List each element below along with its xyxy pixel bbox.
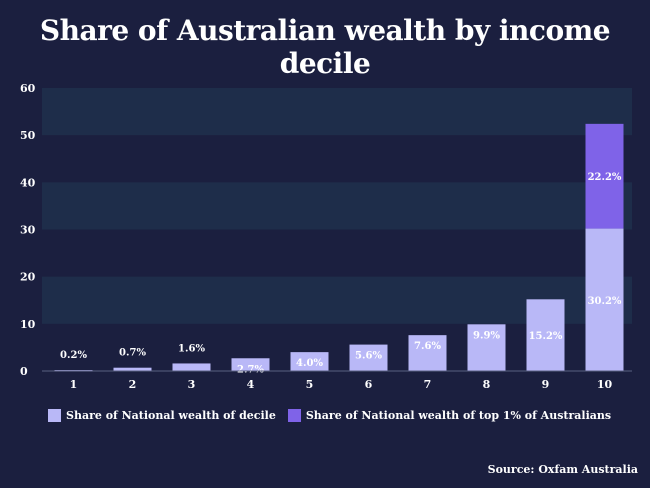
bars	[54, 123, 624, 372]
source-note: Source: Oxfam Australia	[487, 463, 638, 476]
bar-label: 15.2%	[529, 331, 563, 342]
y-tick-label: 40	[20, 176, 36, 189]
bar-top1	[585, 123, 624, 229]
bar-label: 2.7%	[237, 364, 264, 375]
grid-bands	[42, 88, 632, 324]
y-tick-label: 10	[20, 318, 36, 331]
legend-swatch-top1	[287, 409, 301, 422]
legend-item-decile: Share of National wealth of decile	[48, 409, 276, 422]
y-tick-label: 50	[20, 129, 36, 142]
legend-swatch-decile	[48, 409, 61, 422]
bar-decile	[408, 335, 447, 371]
legend: Share of National wealth of decile Share…	[48, 409, 623, 422]
bar-label: 30.2%	[588, 296, 622, 307]
bar-decile	[526, 299, 565, 371]
y-tick-label: 20	[20, 271, 36, 284]
bar-label: 4.0%	[296, 358, 323, 369]
x-tick-label: 7	[424, 378, 432, 391]
y-tick-label: 0	[20, 365, 28, 378]
x-tick-label: 5	[306, 378, 314, 391]
x-tick-label: 8	[483, 378, 491, 391]
y-axis-ticks: 0 10 20 30 40 50 60	[20, 82, 36, 378]
y-tick-label: 30	[20, 224, 36, 237]
bar-label: 0.7%	[119, 348, 146, 359]
bar-decile	[172, 363, 211, 371]
chart-title: Share of Australian wealth by income dec…	[39, 14, 611, 80]
legend-item-top1: Share of National wealth of top 1% of Au…	[287, 409, 612, 422]
grid-band	[42, 88, 632, 136]
x-tick-label: 1	[70, 378, 78, 391]
bar-decile	[231, 358, 270, 371]
x-tick-label: 3	[188, 378, 196, 391]
x-tick-label: 2	[129, 378, 137, 391]
x-axis-ticks: 1 2 3 4 5 6 7 8 9 10	[70, 378, 613, 391]
bar-label: 5.6%	[355, 351, 382, 362]
bar-label: 9.9%	[473, 330, 500, 341]
bar-decile	[467, 324, 506, 371]
legend-label-decile: Share of National wealth of decile	[66, 409, 276, 422]
x-tick-label: 4	[247, 378, 255, 391]
bar-label-top1: 22.2%	[588, 172, 622, 183]
bar-label: 1.6%	[178, 343, 205, 354]
legend-label-top1: Share of National wealth of top 1% of Au…	[305, 409, 612, 422]
bar-labels: 0.2% 0.7% 1.6% 2.7% 4.0% 5.6% 7.6% 9.9% 15.2% 30.…	[60, 172, 622, 375]
bar-decile	[290, 352, 329, 371]
bar-label: 0.2%	[60, 350, 87, 361]
bar-decile	[349, 344, 388, 371]
x-tick-label: 6	[365, 378, 373, 391]
bar-decile	[113, 367, 152, 371]
x-tick-label: 9	[542, 378, 550, 391]
bar-label: 7.6%	[414, 341, 441, 352]
x-tick-label: 10	[597, 378, 613, 391]
grid-band	[42, 182, 632, 230]
y-tick-label: 60	[20, 82, 36, 95]
bar-decile	[585, 228, 624, 371]
